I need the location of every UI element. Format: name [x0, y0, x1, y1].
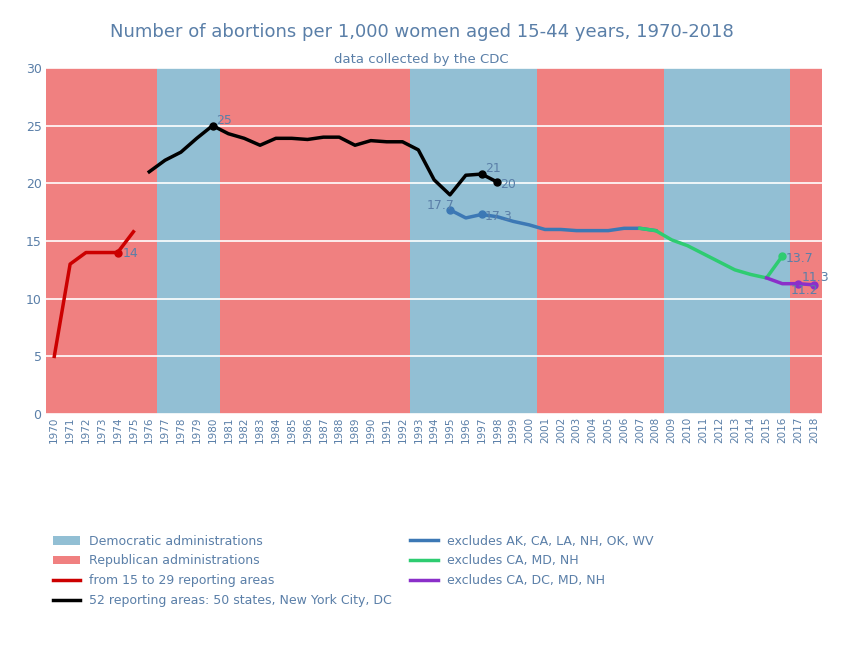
Text: 21: 21	[485, 162, 501, 175]
Text: 17.3: 17.3	[485, 210, 513, 223]
Bar	[46, 68, 157, 414]
Text: 11.2: 11.2	[790, 284, 818, 297]
Legend: Democratic administrations, Republican administrations, from 15 to 29 reporting : Democratic administrations, Republican a…	[52, 534, 653, 607]
Text: 17.7: 17.7	[427, 199, 454, 212]
Bar	[411, 68, 537, 414]
Text: Number of abortions per 1,000 women aged 15-44 years, 1970-2018: Number of abortions per 1,000 women aged…	[110, 23, 733, 41]
Text: 11.3: 11.3	[802, 271, 829, 285]
Bar	[790, 68, 822, 414]
Text: 25: 25	[216, 114, 232, 127]
Text: 14: 14	[122, 247, 138, 260]
Bar	[537, 68, 663, 414]
Bar	[157, 68, 221, 414]
Text: 13.7: 13.7	[786, 252, 813, 265]
Bar	[221, 68, 411, 414]
Text: data collected by the CDC: data collected by the CDC	[334, 53, 509, 66]
Bar	[663, 68, 790, 414]
Text: 20: 20	[501, 178, 517, 191]
